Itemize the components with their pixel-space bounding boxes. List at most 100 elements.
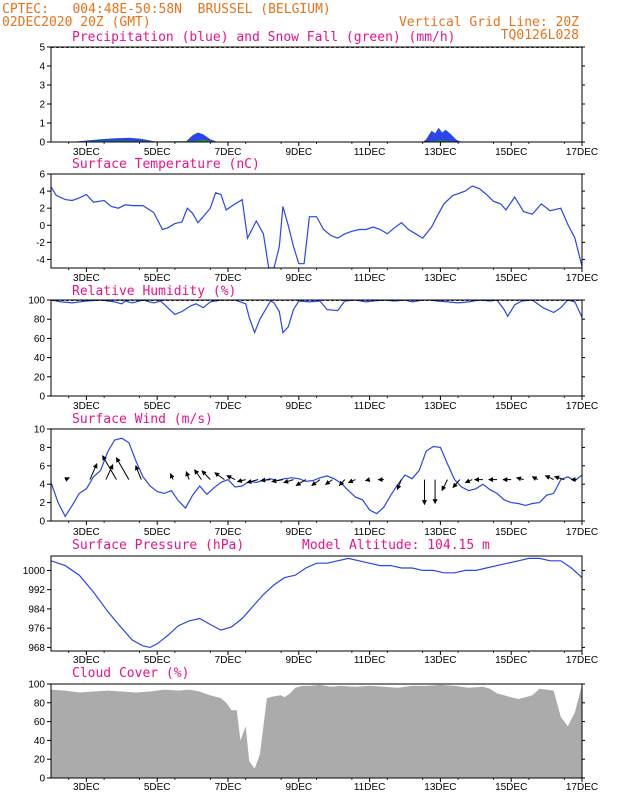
wind-x-tick-label: 9DEC — [285, 527, 312, 538]
temp-frame — [50, 173, 583, 269]
cloud-y-tick-label: 40 — [34, 736, 46, 747]
rh-x-tick-label: 3DEC — [73, 401, 100, 412]
press-y-tick-label: 968 — [28, 643, 45, 654]
cloud-cover-area — [51, 684, 582, 778]
press-frame — [50, 555, 583, 652]
rh-y-tick-label: 20 — [34, 372, 46, 383]
wind-x-tick-label: 7DEC — [215, 527, 242, 538]
cloud-title: Cloud Cover (%) — [72, 666, 189, 681]
wind-x-tick-label: 17DEC — [566, 527, 598, 538]
rh-line — [51, 300, 582, 335]
rh-x-tick-label: 17DEC — [566, 401, 598, 412]
wind-arrow — [102, 455, 117, 480]
precip-x-tick-label: 15DEC — [495, 147, 527, 158]
rh-title: Relative Humidity (%) — [72, 284, 236, 299]
temp-x-tick-label: 11DEC — [354, 273, 386, 284]
rh-x-tick-label: 11DEC — [354, 401, 386, 412]
rh-y-tick-label: 40 — [34, 353, 46, 364]
wind-frame — [50, 428, 583, 522]
temp-y-tick-label: -4 — [36, 255, 45, 266]
precip-y-tick-label: 3 — [39, 81, 45, 92]
cloud-y-tick-label: 80 — [34, 698, 46, 709]
precip-title: Precipitation (blue) and Snow Fall (gree… — [72, 30, 456, 45]
wind-y-tick-label: 6 — [39, 461, 45, 472]
wind-arrow — [214, 472, 225, 481]
wind-arrow — [364, 477, 371, 482]
cloud-panel: 0 20 40 60 80 100 3DEC 5DEC 7DEC 9DEC 11DEC 13DEC 15… — [28, 666, 598, 793]
wind-arrow — [271, 478, 283, 484]
press-x-tick-label: 11DEC — [354, 655, 386, 666]
temp-title: Surface Temperature (nC) — [72, 157, 260, 172]
temp-panel: -4 -2 0 2 4 6 3DEC 5DEC 7DEC 9DEC 11DEC 13DEC 15DEC 1… — [36, 157, 598, 284]
cloud-x-tick-label: 13DEC — [424, 782, 456, 793]
temp-x-tick-label: 3DEC — [73, 273, 100, 284]
rh-x-tick-label: 15DEC — [495, 401, 527, 412]
precip-y-tick-label: 1 — [39, 119, 45, 130]
cloud-y-tick-label: 100 — [28, 680, 45, 691]
press-panel: 968 976 984 992 1000 3DEC 5DEC 7DEC 9DEC 11DEC 13D… — [23, 538, 598, 666]
precip-y-tick-label: 2 — [39, 100, 45, 111]
wind-arrow — [115, 457, 130, 480]
model-label: TQ0126L028 — [501, 28, 579, 43]
wind-y-tick-label: 2 — [39, 498, 45, 509]
temp-y-tick-label: 2 — [39, 204, 45, 215]
rh-x-tick-label: 7DEC — [215, 401, 242, 412]
wind-arrow — [246, 479, 259, 484]
press-y-tick-label: 976 — [28, 624, 45, 635]
run-date-label: 02DEC2020 20Z (GMT) — [2, 15, 151, 30]
press-y-tick-label: 1000 — [23, 566, 46, 577]
grid-line-label: Vertical Grid Line: 20Z — [399, 15, 579, 30]
panels: 0 1 2 3 4 5 3DEC 5DEC 7DEC 9DEC 11DEC 13DEC 15DEC 17D… — [23, 30, 598, 793]
wind-y-tick-label: 8 — [39, 443, 45, 454]
temp-x-tick-label: 5DEC — [144, 273, 171, 284]
precip-y-tick-label: 4 — [39, 62, 45, 73]
wind-arrow — [295, 479, 307, 487]
temp-x-tick-label: 13DEC — [424, 273, 456, 284]
page-header: CPTEC: 004:48E-50:58N BRUSSEL (BELGIUM) … — [2, 2, 579, 43]
wind-x-tick-label: 15DEC — [495, 527, 527, 538]
rh-x-tick-label: 13DEC — [424, 401, 456, 412]
wind-arrow — [325, 479, 333, 486]
cloud-x-tick-label: 3DEC — [73, 782, 100, 793]
cloud-x-tick-label: 7DEC — [215, 782, 242, 793]
wind-arrow — [260, 477, 271, 483]
temp-x-tick-label: 17DEC — [566, 273, 598, 284]
press-x-tick-label: 15DEC — [495, 655, 527, 666]
precip-y-tick-label: 5 — [39, 43, 45, 54]
temp-y-tick-label: 0 — [39, 221, 45, 232]
wind-arrow — [64, 477, 70, 482]
temp-x-tick-label: 9DEC — [285, 273, 312, 284]
wind-x-tick-label: 3DEC — [73, 527, 100, 538]
wind-title: Surface Wind (m/s) — [72, 412, 213, 427]
cloud-y-tick-label: 20 — [34, 755, 46, 766]
precip-x-tick-label: 9DEC — [285, 147, 312, 158]
wind-line — [51, 437, 582, 518]
wind-arrow — [441, 479, 448, 492]
press-line — [51, 557, 582, 649]
rh-y-tick-label: 100 — [28, 296, 45, 307]
wind-x-tick-label: 13DEC — [424, 527, 456, 538]
cloud-plot-area — [51, 684, 582, 778]
cloud-y-tick-label: 60 — [34, 717, 46, 728]
cloud-y-tick-label: 0 — [39, 774, 45, 785]
press-altitude-label: Model Altitude: 104.15 m — [302, 538, 490, 553]
wind-arrow — [89, 463, 98, 480]
precip-y-tick-label: 0 — [39, 138, 45, 149]
wind-arrow — [236, 478, 246, 483]
wind-arrow — [554, 475, 565, 481]
wind-arrow — [347, 478, 356, 484]
press-x-tick-label: 3DEC — [73, 655, 100, 666]
press-x-tick-label: 7DEC — [215, 655, 242, 666]
wind-arrow — [135, 465, 142, 480]
press-title: Surface Pressure (hPa) — [72, 538, 244, 553]
press-plot-area — [51, 557, 582, 649]
wind-arrow — [452, 479, 461, 488]
rh-frame — [50, 299, 583, 397]
precip-x-tick-label: 7DEC — [215, 147, 242, 158]
wind-plot-area — [51, 437, 582, 518]
wind-arrow — [544, 475, 554, 481]
wind-arrow — [396, 479, 402, 491]
wind-y-tick-label: 4 — [39, 480, 45, 491]
cloud-x-tick-label: 9DEC — [285, 782, 312, 793]
